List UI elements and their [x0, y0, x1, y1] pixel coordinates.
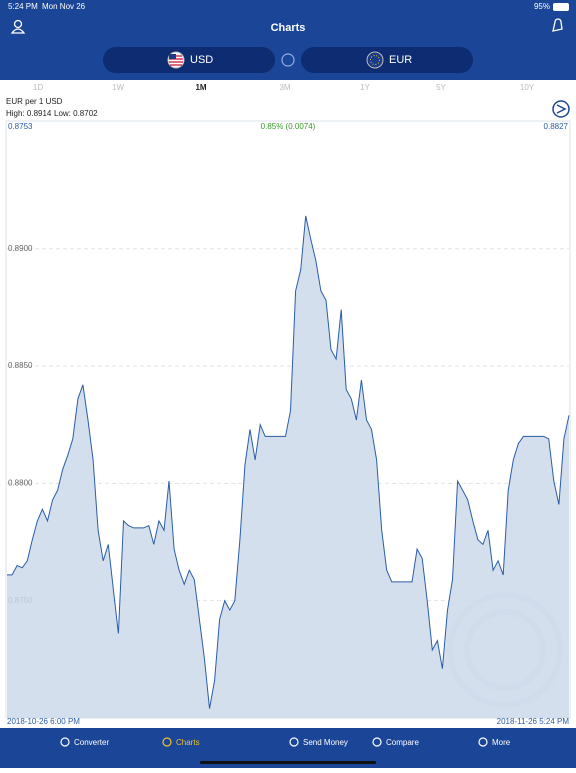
status-date: Mon Nov 26 [42, 2, 86, 11]
tab-label[interactable]: Compare [386, 738, 419, 747]
x-start-label: 2018-10-26 6:00 PM [7, 717, 80, 726]
range-option[interactable]: 3M [279, 83, 290, 92]
close-rate: 0.8827 [544, 122, 569, 131]
tab-icon[interactable] [478, 737, 488, 747]
range-option[interactable]: 1W [112, 83, 124, 92]
share-button[interactable] [552, 100, 570, 118]
eu-flag [366, 51, 384, 69]
tabs: Converter Charts Send Money Compare More [60, 737, 511, 747]
tab-label[interactable]: Converter [74, 738, 109, 747]
from-currency-button[interactable] [103, 47, 275, 73]
header-bg [0, 0, 576, 80]
tab-label[interactable]: Charts [176, 738, 200, 747]
status-time: 5:24 PM [8, 2, 38, 11]
tab-icon[interactable] [289, 737, 299, 747]
area-fill [7, 215, 569, 718]
tab-label[interactable]: More [492, 738, 511, 747]
home-indicator [200, 761, 376, 764]
eu-flag-stars [370, 55, 380, 65]
range-option[interactable]: 5Y [436, 83, 446, 92]
to-currency: EUR [389, 54, 412, 66]
x-end-label: 2018-11-26 5:24 PM [497, 717, 570, 726]
us-flag-canton [169, 54, 176, 59]
range-option[interactable]: 1D [33, 83, 43, 92]
swap-button[interactable] [281, 53, 295, 67]
y-tick-label: 0.8850 [8, 361, 33, 370]
alerts-icon[interactable] [552, 18, 563, 32]
to-currency-button[interactable] [301, 47, 473, 73]
chart-title: EUR per 1 USD [6, 97, 63, 106]
from-currency: USD [190, 54, 213, 66]
change: 0.85% (0.0074) [261, 122, 316, 131]
range-selector: 1D 1W 1M 3M 1Y 5Y 10Y [33, 83, 535, 92]
range-option[interactable]: 1Y [360, 83, 370, 92]
open-rate: 0.8753 [8, 122, 33, 131]
y-tick-label: 0.8800 [8, 478, 33, 487]
chart-low: Low: 0.8702 [54, 109, 98, 118]
status-battery: 95% [534, 2, 550, 11]
tab-icon[interactable] [162, 737, 172, 747]
range-option[interactable]: 10Y [520, 83, 535, 92]
y-tick-label: 0.8900 [8, 244, 33, 253]
range-option[interactable]: 1M [195, 83, 206, 92]
profile-icon[interactable] [10, 19, 26, 34]
tab-icon[interactable] [60, 737, 70, 747]
tab-label[interactable]: Send Money [303, 738, 348, 747]
header-title: Charts [271, 22, 306, 34]
chart-high: High: 0.8914 [6, 109, 52, 118]
tab-icon[interactable] [372, 737, 382, 747]
battery-icon [553, 3, 569, 11]
rate-line [7, 215, 570, 709]
